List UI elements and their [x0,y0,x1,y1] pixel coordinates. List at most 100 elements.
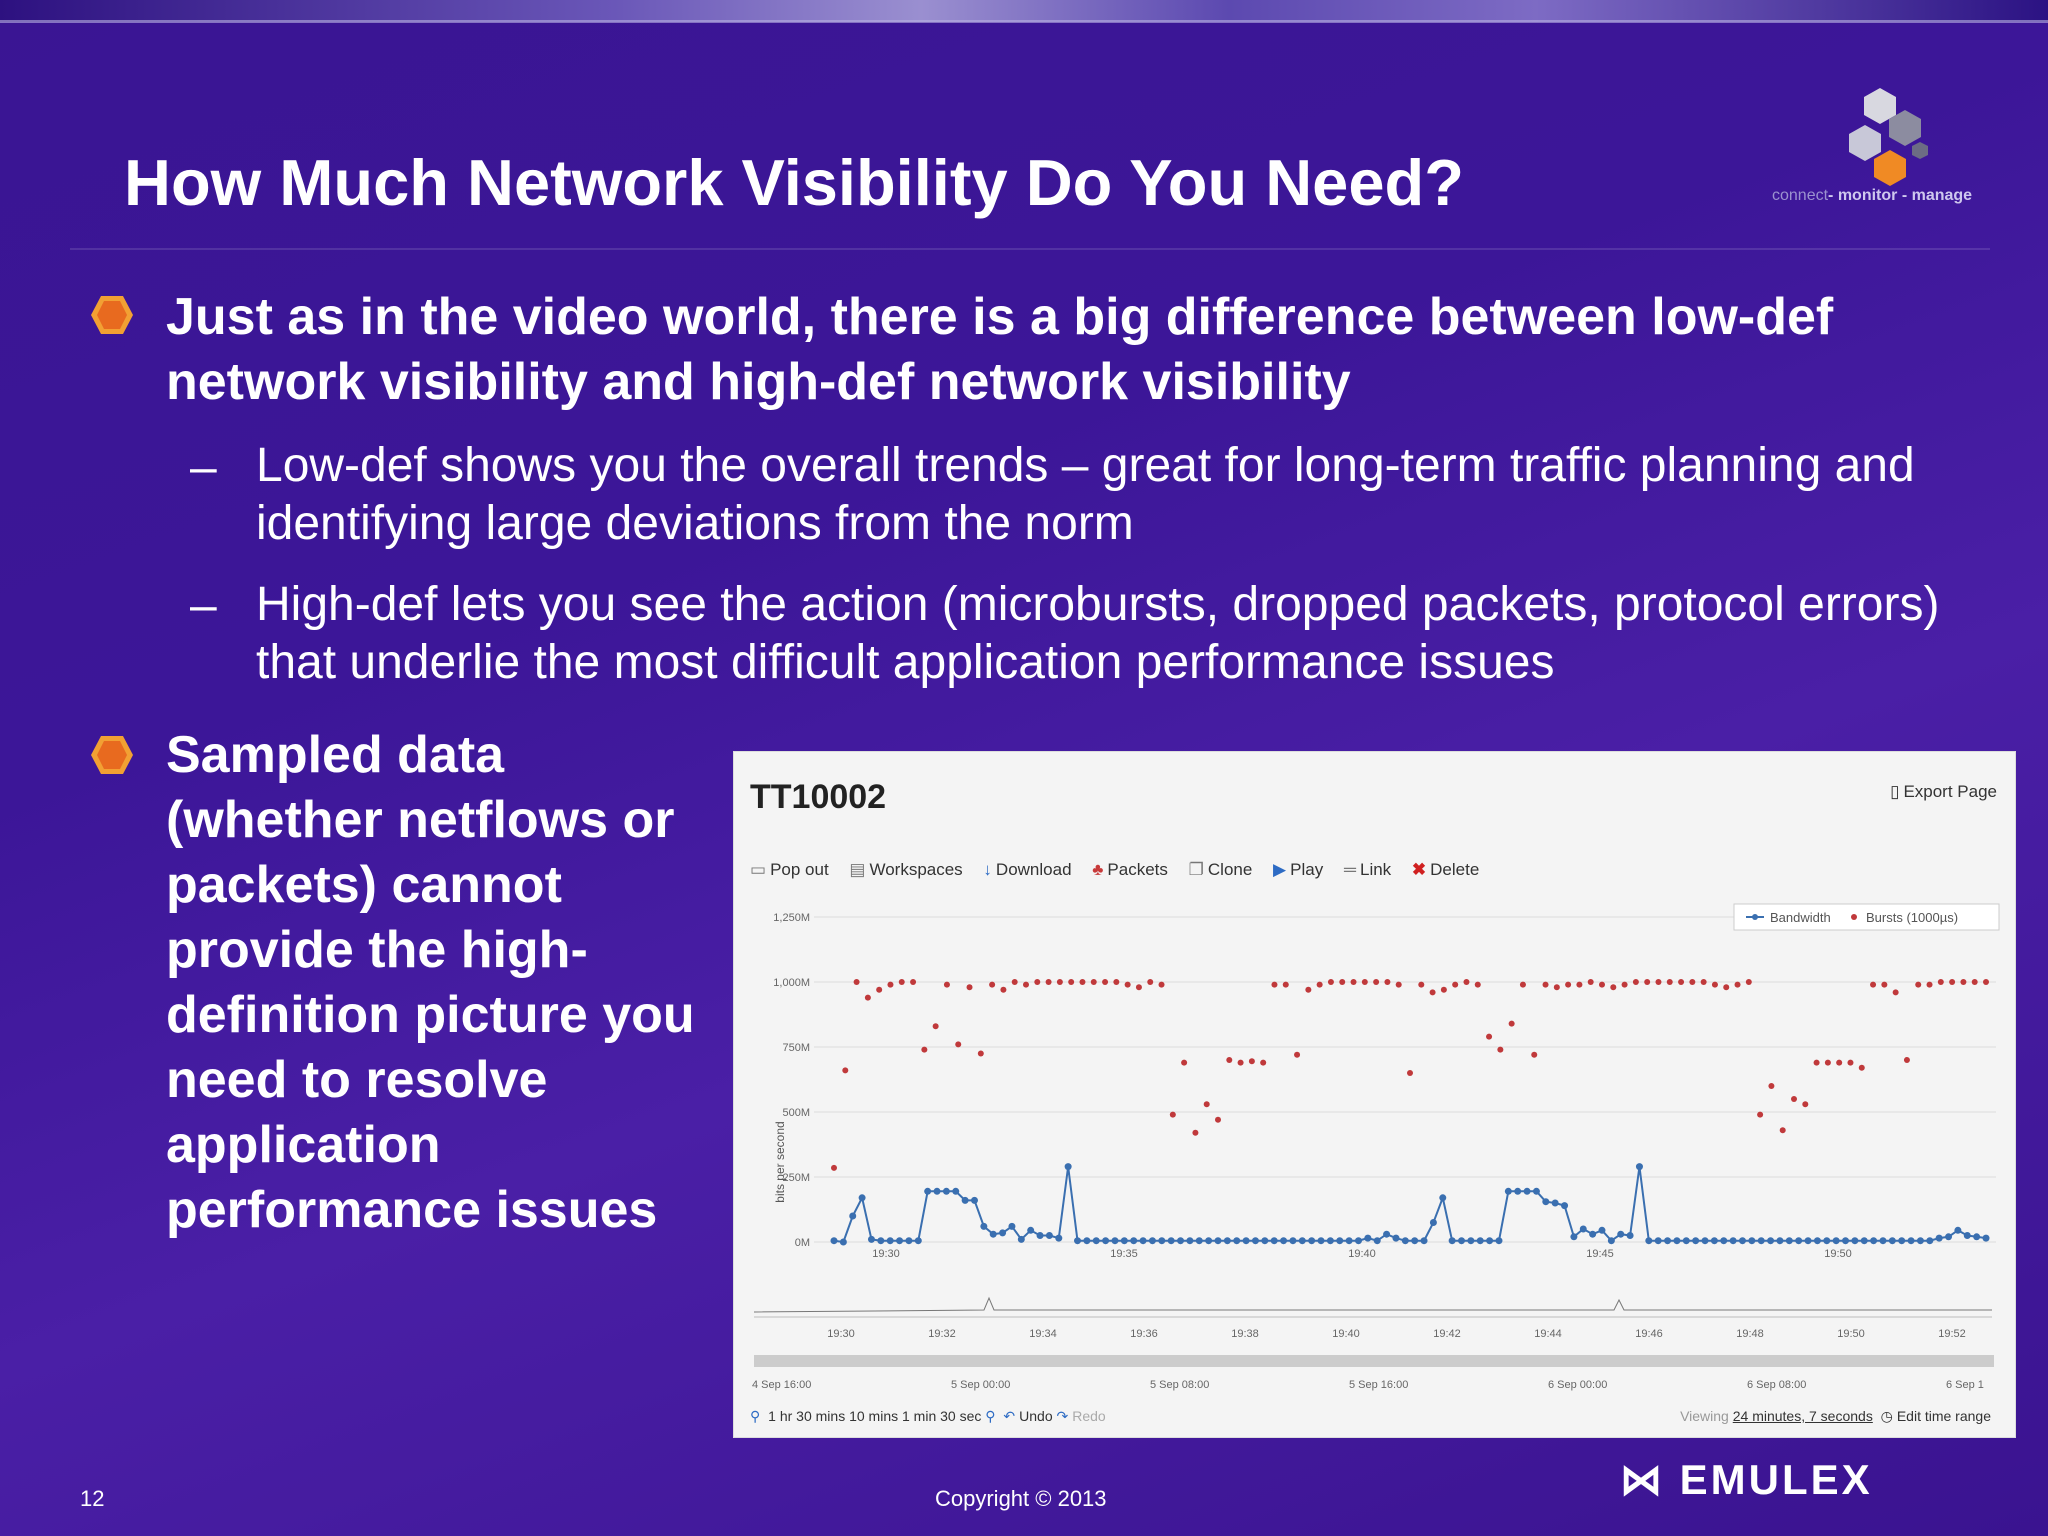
bandwidth-line [833,1166,1987,1244]
burst-point [1723,984,1730,991]
bandwidth-point [1111,1237,1119,1245]
bandwidth-point [1879,1237,1887,1245]
delete-button[interactable]: ✖ Delete [1412,860,1479,879]
clone-label: Clone [1207,860,1253,879]
bandwidth-point [1757,1237,1765,1245]
bandwidth-point [1092,1237,1100,1245]
bandwidth-point [1795,1237,1803,1245]
bandwidth-point [1223,1237,1231,1245]
bandwidth-point [1476,1237,1484,1245]
burst-point [1474,981,1481,988]
workspaces-button[interactable]: ▤ Workspaces [849,860,962,879]
burst-point [1542,981,1549,988]
clock-icon: ◷ [1880,1408,1893,1424]
bandwidth-point [1298,1237,1306,1245]
bandwidth-point [989,1230,997,1238]
bandwidth-point [1364,1234,1372,1242]
burst-point [1440,986,1447,993]
bandwidth-point [1982,1234,1990,1242]
edit-time-range-button[interactable]: Edit time range [1896,1408,1991,1424]
burst-point [1847,1059,1854,1066]
burst-point [1508,1020,1515,1027]
grid-icon: ▤ [849,860,866,879]
packets-label: Packets [1107,860,1168,879]
burst-point [898,979,905,985]
bandwidth-point [1205,1237,1213,1245]
redo-icon: ↷ [1056,1408,1069,1424]
packets-button[interactable]: ♣ Packets [1092,860,1168,879]
viewing-duration[interactable]: 24 minutes, 7 seconds [1732,1408,1873,1424]
bandwidth-point [896,1237,904,1245]
timeline-tick-label: 19:30 [827,1328,855,1340]
burst-point [1678,979,1685,985]
bandwidth-point [839,1238,847,1246]
bandwidth-point [1148,1237,1156,1245]
bandwidth-point [1467,1237,1475,1245]
burst-point [955,1041,962,1048]
burst-point [1226,1057,1233,1063]
burst-point [1689,979,1696,985]
burst-point [1350,979,1357,985]
burst-point [1452,981,1459,988]
burst-point [1565,981,1572,988]
burst-point [1034,979,1041,985]
bandwidth-point [1167,1237,1175,1245]
burst-point [1418,981,1425,988]
burst-point [1745,979,1752,985]
download-button[interactable]: ↓ Download [983,860,1071,879]
bandwidth-point [1317,1237,1325,1245]
bandwidth-point [1888,1237,1896,1245]
burst-point [1373,979,1380,985]
burst-point [1113,979,1120,985]
zoom-in-icon[interactable]: ⚲ [985,1408,996,1424]
burst-point [1169,1111,1176,1118]
bandwidth-point [1720,1237,1728,1245]
bandwidth-point [1551,1199,1559,1207]
x-tick-label: 19:45 [1586,1248,1614,1260]
export-page-button[interactable]: ▯ Export Page [1890,782,1997,802]
window-icon: ▭ [750,860,767,879]
sub-bullet-1: Low-def shows you the overall trends – g… [256,439,1915,550]
bandwidth-point [1429,1219,1437,1226]
bandwidth-point [1935,1234,1943,1242]
hexagon-bullet-icon [91,296,133,334]
timeline-scrollbar[interactable] [754,1355,1994,1367]
play-button[interactable]: ▶ Play [1273,860,1323,879]
bandwidth-point [1458,1237,1466,1245]
bandwidth-point [1645,1237,1653,1245]
burst-point [1497,1046,1504,1053]
burst-point [1384,979,1391,985]
burst-point [1271,981,1278,988]
bandwidth-point [1804,1237,1812,1245]
redo-button[interactable]: Redo [1072,1408,1106,1424]
timeline-tick-label: 19:42 [1433,1328,1461,1340]
bandwidth-point [961,1196,969,1204]
bandwidth-point [1607,1237,1615,1245]
play-icon: ▶ [1273,860,1287,879]
chart-legend: Bandwidth Bursts (1000µs) [1733,903,2000,931]
burst-point [1813,1059,1820,1066]
burst-point [1215,1116,1221,1123]
dash-bullet-1: – [190,441,217,494]
burst-point [1124,981,1131,988]
burst-point [1836,1059,1843,1066]
zoom-out-icon[interactable]: ⚲ [750,1408,761,1424]
undo-button[interactable]: Undo [1019,1408,1053,1424]
zoom-presets[interactable]: 1 hr 30 mins 10 mins 1 min 30 sec [768,1408,982,1424]
popout-button[interactable]: ▭ Pop out [750,860,829,879]
clone-button[interactable]: ❐ Clone [1189,860,1253,879]
burst-point [1158,981,1165,988]
bandwidth-point [970,1196,978,1204]
bandwidth-point [1214,1237,1222,1245]
hexagon-bullet-icon [91,736,133,774]
viewing-prefix: Viewing [1680,1408,1729,1424]
bandwidth-point [1682,1237,1690,1245]
bandwidth-point [1251,1237,1259,1245]
burst-point [1000,986,1007,993]
bandwidth-point [1916,1237,1924,1245]
bandwidth-point [1654,1237,1662,1245]
link-button[interactable]: ═ Link [1344,860,1391,879]
bandwidth-point [1823,1237,1831,1245]
tagline-connect: connect [1772,187,1829,204]
burst-point [1316,981,1323,988]
